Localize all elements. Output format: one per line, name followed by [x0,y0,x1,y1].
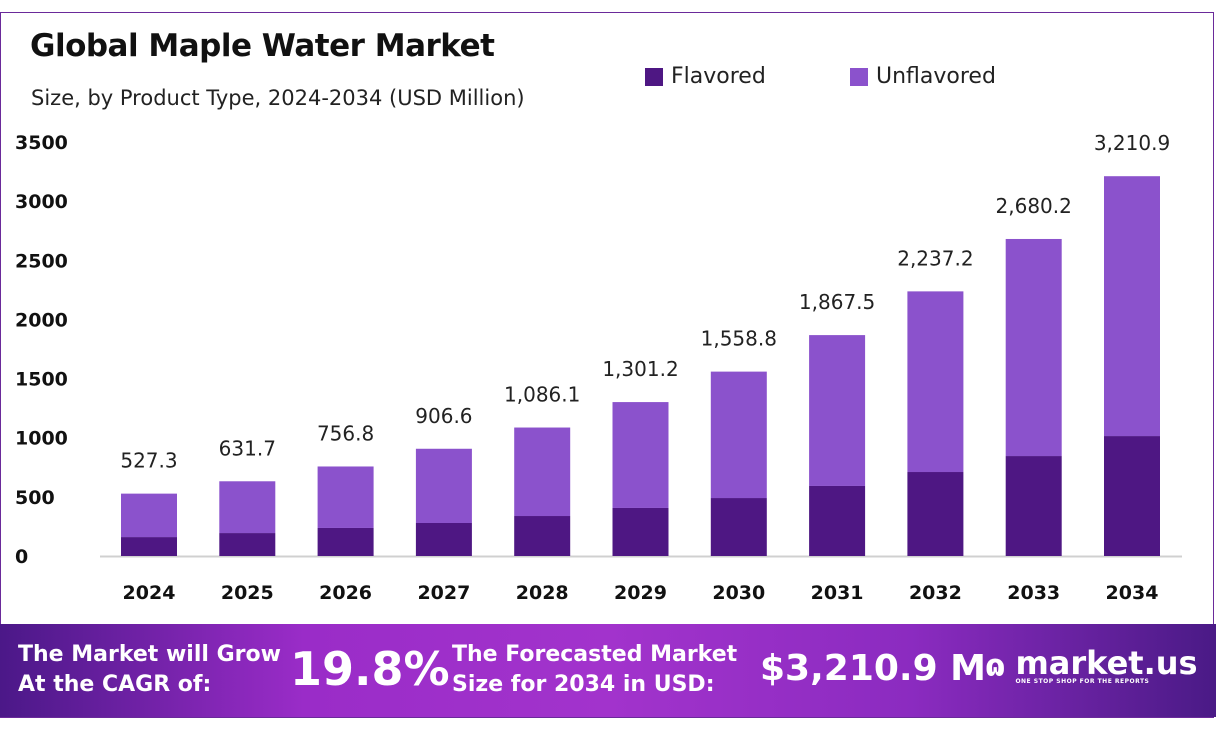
data-label-total: 2,680.2 [996,194,1072,218]
bar-flavored-2028 [514,516,571,556]
data-label-total: 631.7 [219,436,276,460]
chart-subtitle: Size, by Product Type, 2024-2034 (USD Mi… [31,86,525,110]
bar-unflavored-2025 [219,481,276,534]
data-label-total: 1,301.2 [602,357,678,381]
bar-flavored-2030 [710,498,767,556]
y-tick-label: 2500 [15,250,68,272]
bar-flavored-2032 [907,472,964,556]
summary-banner: The Market will Grow At the CAGR of: 19.… [0,624,1216,717]
chart-frame [0,12,1214,718]
bar-flavored-2026 [317,527,374,556]
forecast-label-line1: The Forecasted Market [452,642,738,667]
x-tick-label: 2031 [811,582,864,604]
forecast-label-line2: Size for 2034 in USD: [452,672,715,697]
x-tick-label: 2030 [712,582,765,604]
bar-unflavored-2031 [809,335,866,486]
x-tick-label: 2028 [516,582,569,604]
bar-flavored-2027 [415,522,472,556]
marketus-logo: ɷ market.us ONE STOP SHOP FOR THE REPORT… [985,644,1198,685]
data-label-total: 1,867.5 [799,290,875,314]
bar-unflavored-2028 [514,427,571,517]
x-tick-label: 2029 [614,582,667,604]
data-label-total: 1,558.8 [701,327,777,351]
y-tick-label: 1500 [15,369,68,391]
x-tick-label: 2025 [221,582,274,604]
x-tick-label: 2032 [909,582,962,604]
data-label-total: 2,237.2 [897,246,973,270]
bar-flavored-2029 [612,507,669,556]
bar-flavored-2034 [1104,436,1160,556]
data-label-total: 3,210.9 [1094,131,1170,155]
forecast-label: The Forecasted Market Size for 2034 in U… [452,640,737,700]
legend: Flavored Unflavored [645,64,1055,89]
bar-unflavored-2030 [710,371,767,499]
bar-chart: 0 500 1000 1500 2000 2500 3000 3500 527.3 2024 631… [15,131,1182,604]
bar-unflavored-2034 [1104,176,1160,437]
bar-unflavored-2032 [907,291,964,473]
x-tick-label: 2034 [1106,582,1159,604]
bar-unflavored-2024 [121,493,177,538]
brand-tagline: ONE STOP SHOP FOR THE REPORTS [1015,678,1150,685]
legend-label: Unflavored [876,64,996,89]
x-tick-label: 2024 [123,582,176,604]
data-label-total: 756.8 [317,421,374,445]
bar-flavored-2031 [809,485,866,556]
legend-swatch-unflavored [850,67,868,86]
y-tick-label: 2000 [15,309,68,331]
bar-unflavored-2029 [612,402,669,508]
bar-flavored-2025 [219,533,276,556]
cagr-label-line1: The Market will Grow [18,642,281,667]
bar-unflavored-2033 [1005,238,1062,457]
bar-unflavored-2027 [415,448,472,523]
legend-label: Flavored [671,64,766,89]
cagr-label-line2: At the CAGR of: [18,672,212,697]
legend-item-flavored: Flavored [645,64,850,89]
y-tick-label: 3000 [15,191,68,213]
marketus-logo-icon: ɷ [985,649,1006,684]
data-label-total: 527.3 [120,449,177,473]
x-tick-label: 2026 [319,582,372,604]
data-label-total: 906.6 [415,404,472,428]
y-tick-label: 500 [15,487,55,509]
bar-flavored-2033 [1005,456,1062,556]
y-tick-label: 1000 [15,428,68,450]
forecast-value: $3,210.9 M [760,648,987,689]
bar-unflavored-2026 [317,466,374,528]
brand-name: market.us [1015,644,1198,682]
cagr-label: The Market will Grow At the CAGR of: [18,640,281,700]
data-label-total: 1,086.1 [504,383,580,407]
legend-swatch-flavored [645,67,663,86]
cagr-value: 19.8% [290,642,450,696]
bar-flavored-2024 [121,537,177,556]
legend-item-unflavored: Unflavored [850,64,1055,89]
x-tick-label: 2033 [1007,582,1060,604]
y-tick-label: 3500 [15,132,68,154]
x-tick-label: 2027 [417,582,470,604]
y-tick-label: 0 [15,546,28,568]
chart-title: Global Maple Water Market [30,28,495,64]
